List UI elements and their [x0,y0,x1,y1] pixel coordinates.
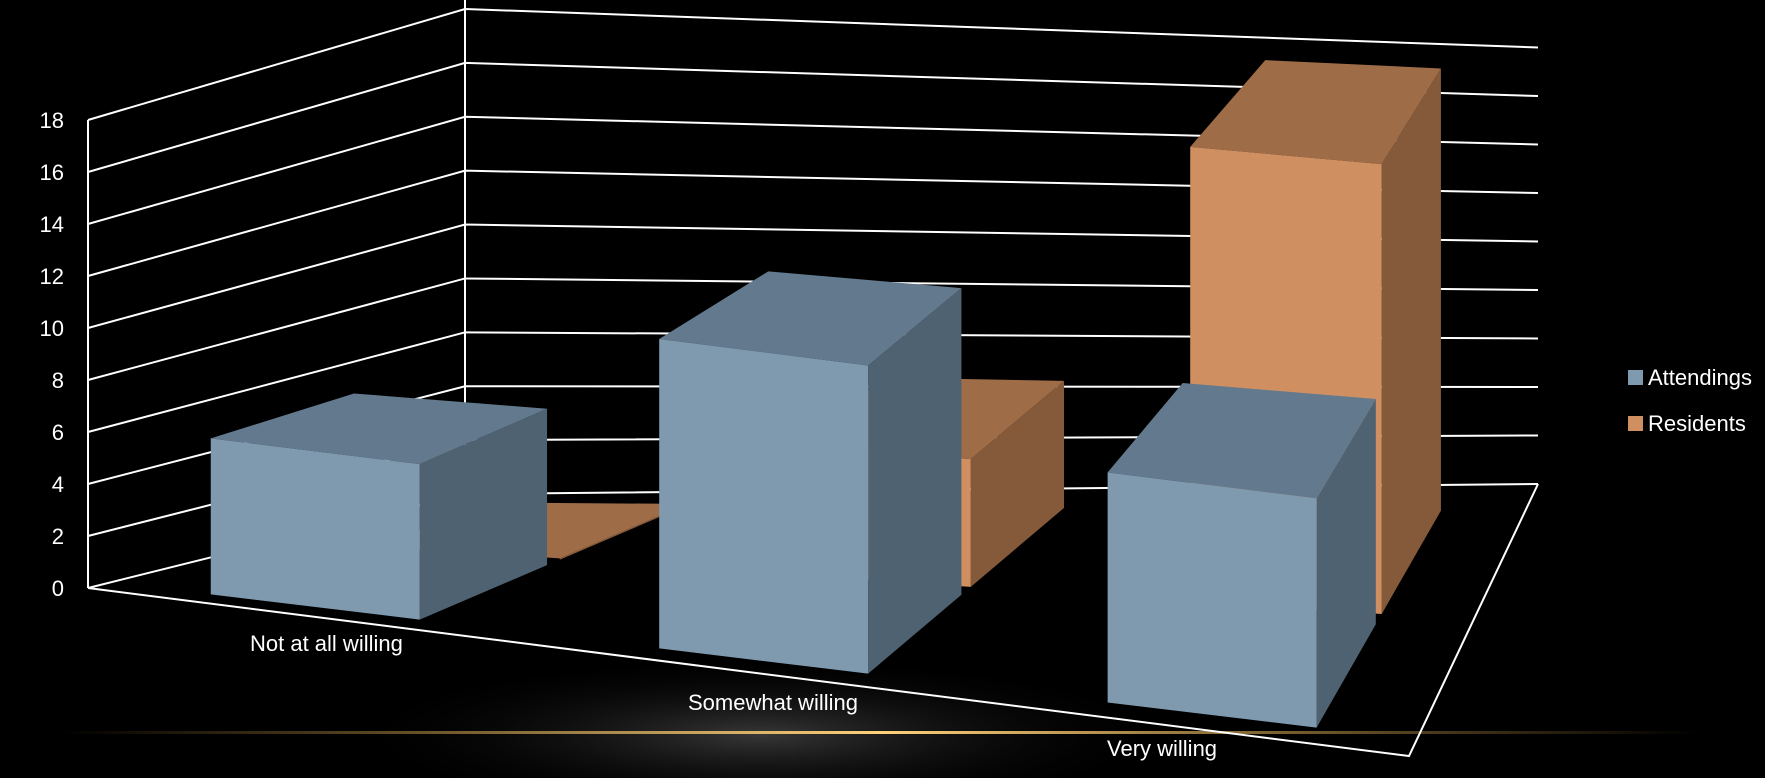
bars [210,60,1441,728]
bar-side [1381,68,1441,614]
bar-side [868,288,962,674]
y-tick-label: 8 [52,368,64,393]
y-axis-ticks: 0 2 4 6 8 10 12 14 16 18 [40,108,64,601]
bar-side [559,503,688,560]
glow-line [60,731,1700,734]
bar-side [419,408,548,620]
legend-label-residents: Residents [1648,411,1746,436]
x-category-label: Very willing [1107,736,1217,761]
y-tick-label: 2 [52,524,64,549]
bar-side [970,380,1065,587]
legend-label-attendings: Attendings [1648,365,1752,390]
floor-outline [87,483,1539,758]
y-tick-label: 12 [40,264,64,289]
y-tick-label: 6 [52,420,64,445]
y-tick-label: 4 [52,472,64,497]
legend-swatch-residents [1628,416,1643,431]
bar-attendings-0 [210,393,548,620]
bar-front [659,339,869,674]
y-tick-label: 14 [40,212,64,237]
bar-front [210,438,420,620]
y-tick-label: 16 [40,160,64,185]
bar-top [1107,383,1376,499]
bar-top [659,271,962,366]
bar-top [1190,60,1441,165]
y-tick-label: 18 [40,108,64,133]
bar-attendings-2 [1107,383,1376,728]
legend-swatch-attendings [1628,370,1643,385]
x-category-label: Not at all willing [250,631,403,656]
y-tick-label: 10 [40,316,64,341]
x-category-label: Somewhat willing [688,690,858,715]
bar-front [1107,472,1317,728]
y-tick-label: 0 [52,576,64,601]
legend: Attendings Residents [1628,365,1752,436]
bar-attendings-1 [659,271,962,674]
floor-glow [340,655,1180,778]
bar-side [1316,399,1376,728]
bar-top [210,393,548,465]
category-labels: Not at all willing Somewhat willing Very w… [250,631,1217,761]
